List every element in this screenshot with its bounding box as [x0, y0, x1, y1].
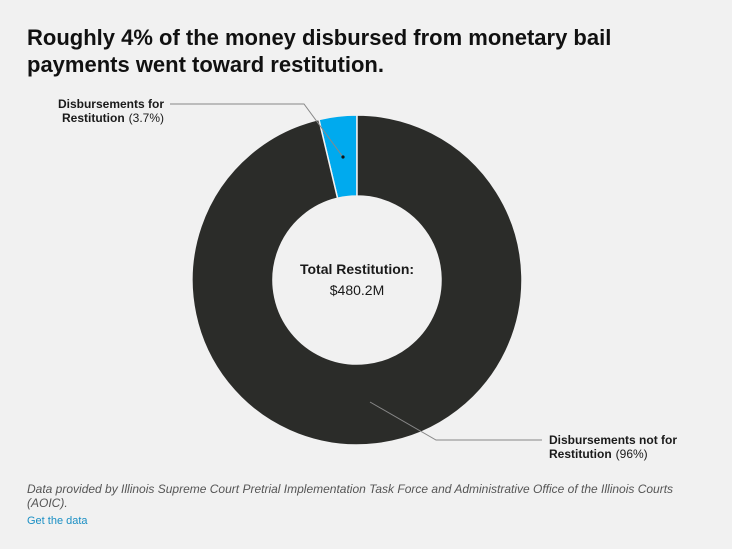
slice-non-restitution[interactable]: [191, 114, 523, 446]
non-restitution-label-line2: Restitution (96%): [549, 447, 648, 461]
donut-slices: [191, 114, 523, 446]
restitution-leader-dot: [341, 155, 345, 159]
restitution-label-line1: Disbursements for: [58, 97, 164, 111]
donut-chart-svg: Disbursements for Restitution (3.7%) Disb…: [58, 97, 677, 461]
get-the-data-link[interactable]: Get the data: [27, 515, 88, 527]
restitution-leader-line: [170, 103, 344, 158]
chart-title: Roughly 4% of the money disbursed from m…: [27, 25, 612, 77]
non-restitution-label-value: (96%): [616, 447, 648, 461]
restitution-label-value: (3.7%): [129, 111, 164, 125]
center-label: Total Restitution:: [300, 261, 414, 277]
non-restitution-label-name: Restitution: [549, 447, 612, 461]
non-restitution-leader-line: [369, 401, 542, 441]
donut-chart: Disbursements for Restitution (3.7%) Disb…: [0, 90, 732, 470]
center-value: $480.2M: [330, 282, 384, 298]
source-notes: Data provided by Illinois Supreme Court …: [27, 482, 674, 510]
restitution-label-line2: Restitution (3.7%): [62, 111, 164, 125]
non-restitution-label-line1: Disbursements not for: [549, 433, 677, 447]
restitution-label-name: Restitution: [62, 111, 125, 125]
